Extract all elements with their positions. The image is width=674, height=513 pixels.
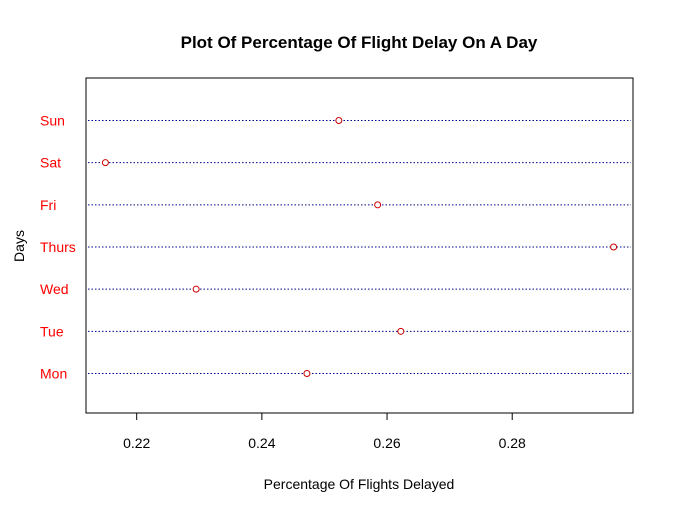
guide-lines	[88, 120, 631, 374]
data-point	[335, 117, 343, 124]
category-label: Sat	[40, 155, 61, 171]
category-label: Tue	[40, 323, 64, 339]
category-label: Sun	[40, 113, 65, 129]
chart-title: Plot Of Percentage Of Flight Delay On A …	[181, 33, 538, 52]
data-point	[397, 327, 405, 335]
x-tick-label: 0.24	[248, 435, 275, 451]
category-label: Fri	[40, 197, 56, 213]
data-point	[303, 370, 311, 377]
data-point	[192, 285, 200, 293]
category-labels: Mon Tue Wed Thurs Fri Sat Sun	[40, 113, 76, 382]
x-axis: 0.22 0.24 0.26 0.28	[123, 412, 526, 451]
x-axis-label: Percentage Of Flights Delayed	[264, 476, 455, 492]
data-point	[101, 159, 109, 167]
category-label: Wed	[40, 281, 69, 297]
x-tick-label: 0.22	[123, 435, 150, 451]
category-label: Mon	[40, 366, 67, 382]
x-tick-label: 0.26	[373, 435, 400, 451]
category-label: Thurs	[40, 239, 76, 255]
x-tick-label: 0.28	[499, 435, 526, 451]
data-points	[101, 117, 618, 377]
data-point	[374, 201, 382, 209]
data-point	[610, 243, 618, 251]
y-axis-label: Days	[11, 230, 27, 262]
